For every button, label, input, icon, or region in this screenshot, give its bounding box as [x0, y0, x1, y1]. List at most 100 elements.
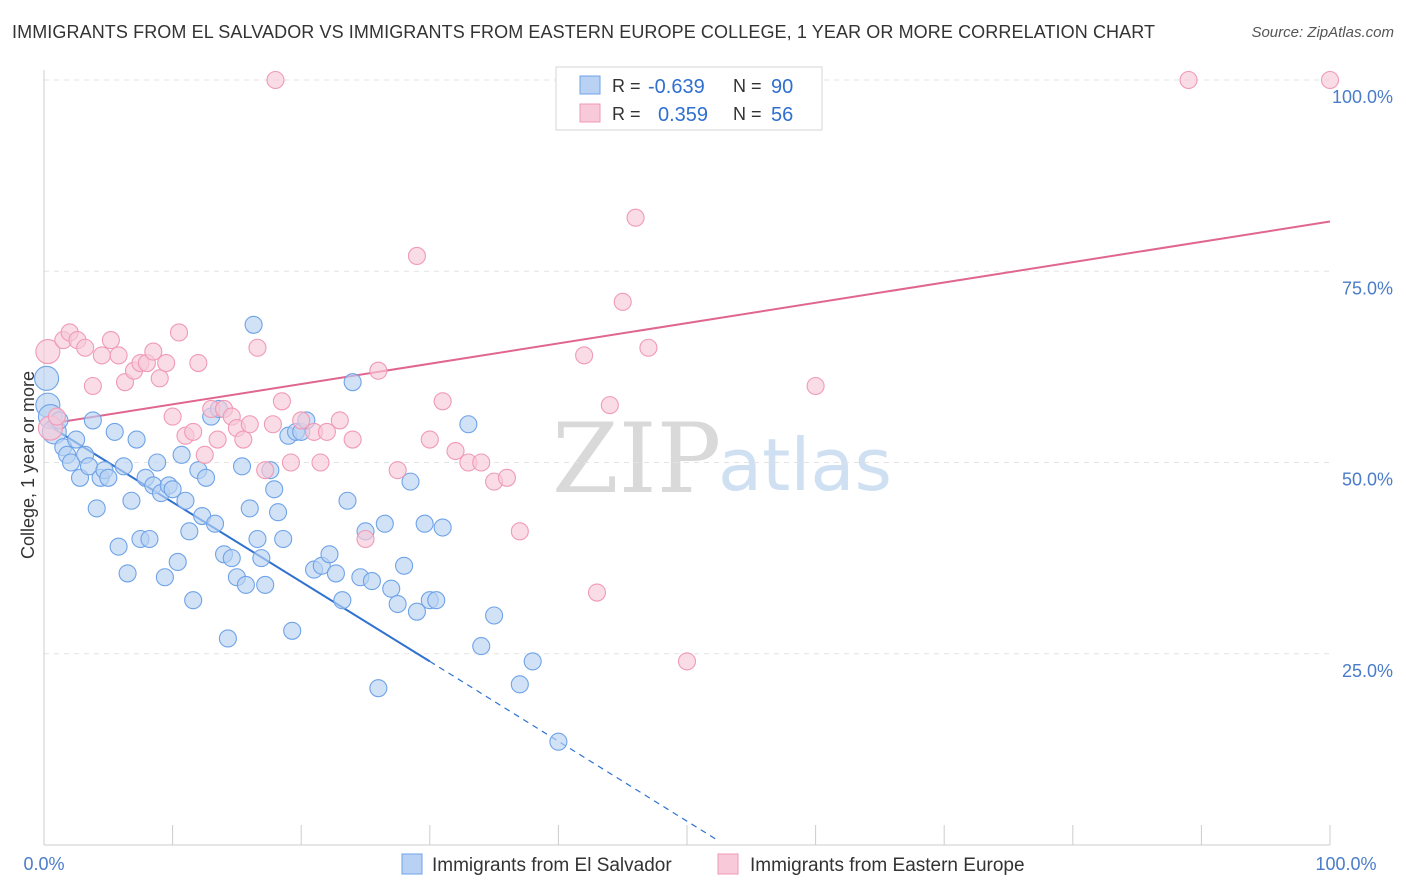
- point-series-0-16: [99, 468, 118, 487]
- point-series-0-32: [168, 552, 187, 572]
- trend-line-extension-series-0: [429, 660, 720, 842]
- point-series-1-32: [256, 461, 275, 480]
- legend-n-label-2: N =: [733, 104, 762, 124]
- point-series-0-33: [172, 445, 191, 464]
- point-series-0-17: [105, 422, 124, 441]
- point-series-0-8: [67, 430, 86, 449]
- point-series-1-9: [101, 331, 120, 350]
- point-series-0-67: [333, 591, 352, 610]
- point-series-0-75: [382, 579, 401, 598]
- point-series-0-21: [122, 491, 141, 510]
- point-series-1-10: [109, 346, 128, 365]
- point-series-0-36: [184, 591, 203, 610]
- point-series-1-30: [240, 415, 259, 434]
- x-tick-label-max: 100.0%: [1315, 854, 1376, 874]
- point-series-1-8: [92, 346, 111, 365]
- legend-r-label-2: R =: [612, 104, 641, 124]
- point-series-0-86: [485, 606, 504, 625]
- point-series-1-21: [184, 422, 203, 441]
- point-series-0-48: [236, 575, 255, 594]
- point-series-1-63: [1179, 70, 1198, 90]
- point-series-1-23: [195, 445, 214, 464]
- legend-r-value-1: -0.639: [648, 76, 705, 98]
- point-series-0-59: [283, 621, 302, 640]
- point-series-1-22: [189, 353, 208, 373]
- point-series-0-20: [118, 564, 137, 583]
- legend-swatch-el-salvador: [579, 75, 601, 95]
- point-series-1-45: [407, 246, 426, 265]
- point-series-1-57: [613, 292, 632, 311]
- point-series-0-82: [427, 591, 446, 610]
- trend-lines: [46, 220, 1331, 842]
- point-series-1-53: [510, 522, 529, 541]
- y-tick-label-75: 75.0%: [1342, 278, 1393, 298]
- point-series-0-80: [415, 514, 434, 533]
- point-series-1-15: [144, 342, 163, 361]
- legend-r-value-2: 0.359: [658, 104, 708, 126]
- y-tick-label-50: 50.0%: [1342, 470, 1393, 490]
- point-series-0-77: [395, 556, 414, 575]
- legend-n-label-1: N =: [733, 76, 762, 96]
- point-series-0-7: [61, 453, 81, 472]
- bottom-legend-swatch-eastern-europe: [717, 853, 739, 875]
- point-series-0-89: [549, 732, 568, 751]
- y-tick-labels: 25.0% 50.0% 75.0% 100.0%: [1332, 87, 1393, 681]
- grid-lines: [44, 79, 1330, 655]
- data-points: [34, 70, 1340, 751]
- point-series-0-49: [240, 499, 259, 518]
- point-series-0-83: [433, 518, 452, 537]
- point-series-1-54: [575, 346, 594, 365]
- point-series-1-42: [356, 529, 375, 549]
- point-series-0-84: [459, 415, 478, 434]
- point-series-0-31: [163, 480, 182, 499]
- point-series-0-78: [401, 472, 420, 491]
- point-series-0-50: [244, 315, 263, 334]
- point-series-1-16: [150, 369, 169, 388]
- point-series-1-43: [369, 361, 388, 380]
- point-series-0-35: [180, 522, 199, 541]
- legend-swatch-eastern-europe: [579, 103, 601, 123]
- bottom-legend-label-eastern-europe: Immigrants from Eastern Europe: [750, 855, 1025, 876]
- point-series-1-58: [626, 208, 645, 227]
- point-series-0-55: [265, 480, 284, 499]
- point-series-0-85: [472, 637, 491, 656]
- point-series-1-39: [317, 422, 336, 441]
- point-series-0-74: [375, 514, 394, 533]
- point-series-0-68: [338, 491, 357, 510]
- point-series-1-64: [1320, 70, 1340, 90]
- point-series-1-35: [281, 453, 300, 472]
- x-ticks: [43, 825, 1331, 845]
- point-series-0-56: [269, 503, 288, 522]
- point-series-0-34: [176, 491, 195, 510]
- point-series-0-53: [256, 575, 275, 594]
- point-series-0-88: [523, 652, 542, 671]
- point-series-1-48: [446, 441, 465, 461]
- point-series-1-19: [169, 323, 189, 342]
- point-series-0-44: [218, 629, 237, 648]
- legend-n-value-2: 56: [771, 104, 793, 126]
- point-series-0-29: [155, 568, 174, 587]
- point-series-0-45: [222, 549, 241, 568]
- point-series-1-55: [587, 583, 607, 602]
- point-series-0-41: [205, 514, 225, 533]
- point-series-0-76: [388, 594, 407, 614]
- point-series-0-0: [34, 365, 60, 391]
- point-series-0-79: [407, 602, 426, 621]
- watermark-zip: ZIP: [552, 403, 721, 515]
- chart-title: IMMIGRANTS FROM EL SALVADOR VS IMMIGRANT…: [12, 22, 1156, 42]
- point-series-1-34: [272, 392, 291, 411]
- point-series-1-36: [292, 411, 311, 430]
- y-axis-label: College, 1 year or more: [18, 371, 38, 559]
- point-series-1-47: [433, 392, 452, 411]
- point-series-0-65: [320, 545, 339, 564]
- point-series-0-22: [127, 430, 146, 449]
- watermark-atlas: atlas: [718, 423, 892, 507]
- point-series-1-56: [600, 396, 619, 415]
- trend-line-series-1: [46, 220, 1331, 426]
- point-series-1-59: [639, 338, 658, 357]
- point-series-0-18: [109, 537, 128, 556]
- point-series-1-31: [248, 338, 267, 357]
- point-series-0-52: [252, 549, 271, 568]
- point-series-0-13: [87, 499, 106, 518]
